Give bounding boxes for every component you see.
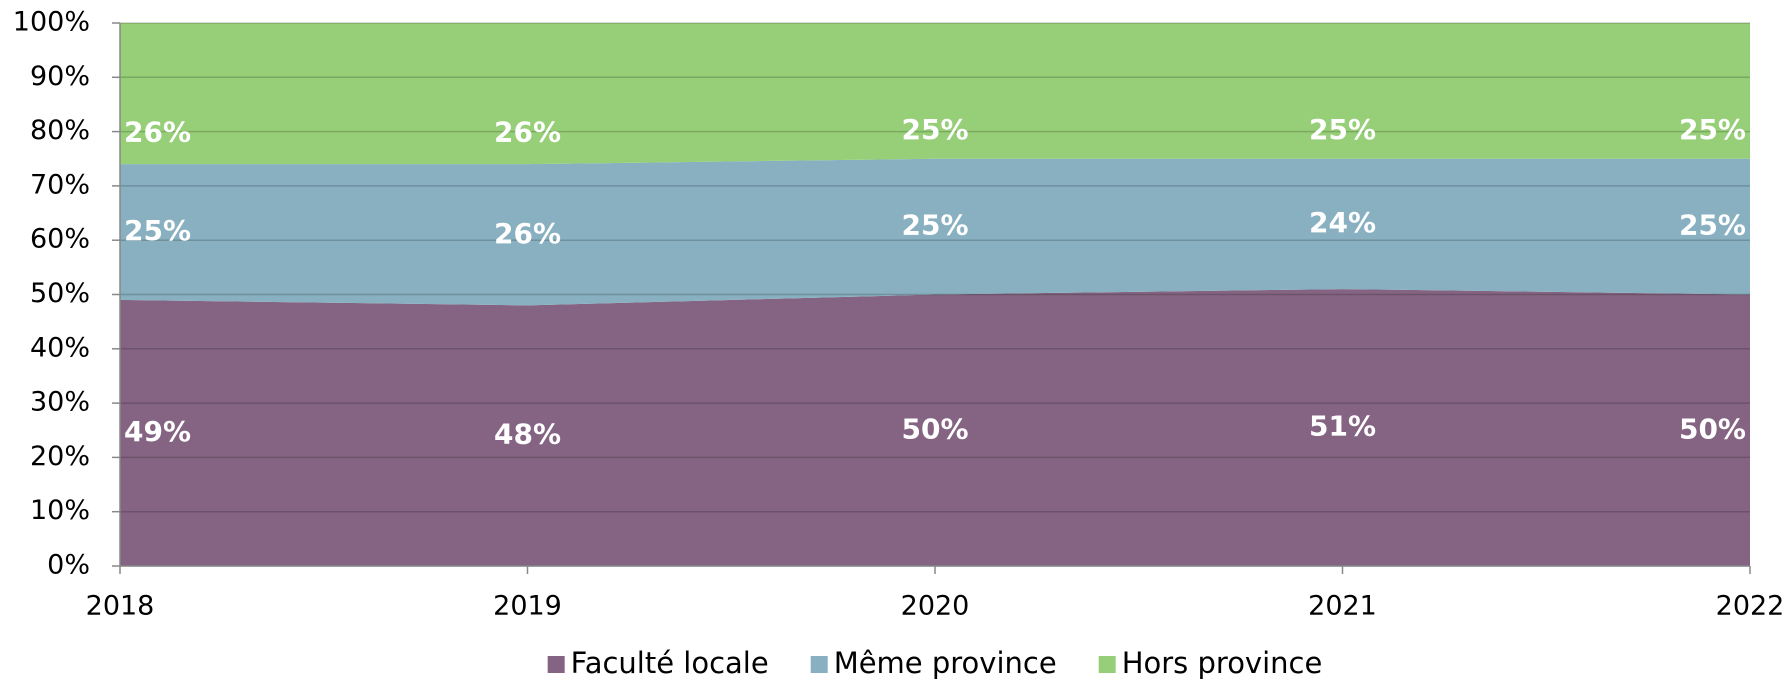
legend: Faculté locale Même province Hors province [547, 646, 1323, 680]
y-tick-label: 60% [30, 224, 90, 255]
area [120, 23, 1750, 165]
y-tick-label: 50% [30, 278, 90, 309]
value-label: 25% [124, 214, 191, 247]
value-label: 24% [1309, 206, 1376, 239]
value-label: 26% [124, 116, 191, 149]
value-label: 26% [494, 217, 561, 250]
value-label: 49% [124, 415, 191, 448]
y-tick-label: 80% [30, 115, 90, 146]
value-label: 50% [1679, 412, 1746, 445]
value-label: 25% [1679, 113, 1746, 146]
y-tick-label: 20% [30, 441, 90, 472]
area [120, 289, 1750, 566]
legend-label: Faculté locale [571, 646, 769, 680]
x-tick-label: 2020 [901, 591, 970, 622]
legend-swatch [547, 656, 565, 673]
value-label: 25% [901, 209, 968, 242]
value-label: 51% [1309, 410, 1376, 443]
value-label: 26% [494, 116, 561, 149]
x-tick-label: 2019 [493, 591, 562, 622]
legend-swatch [810, 656, 828, 673]
legend-label: Hors province [1122, 646, 1323, 680]
area [120, 158, 1750, 306]
y-tick-label: 100% [13, 7, 90, 38]
legend-label: Même province [834, 646, 1057, 680]
x-tick-label: 2021 [1308, 591, 1377, 622]
x-tick-label: 2018 [86, 591, 155, 622]
y-tick-label: 70% [30, 169, 90, 200]
y-tick-label: 0% [47, 550, 90, 581]
y-tick-label: 30% [30, 387, 90, 418]
x-tick-label: 2022 [1716, 591, 1785, 622]
y-tick-label: 90% [30, 61, 90, 92]
legend-swatch [1098, 656, 1116, 673]
y-tick-label: 10% [30, 495, 90, 526]
value-label: 50% [901, 412, 968, 445]
value-label: 25% [901, 113, 968, 146]
y-tick-label: 40% [30, 332, 90, 363]
value-label: 48% [494, 418, 561, 451]
value-label: 25% [1679, 209, 1746, 242]
value-label: 25% [1309, 113, 1376, 146]
